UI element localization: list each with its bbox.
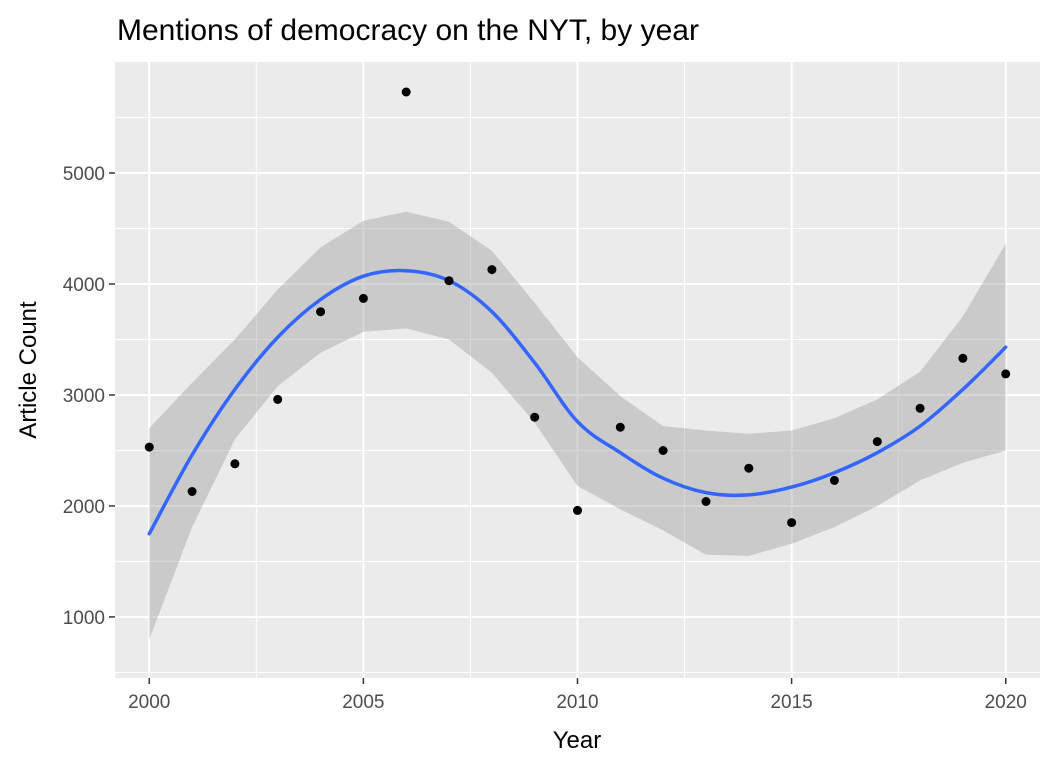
- data-point: [1001, 369, 1011, 379]
- data-point: [230, 459, 240, 469]
- data-point: [273, 394, 283, 404]
- x-axis-title: Year: [553, 727, 602, 754]
- x-axis: 2000 2005 2010 2015 2020: [128, 678, 1027, 713]
- data-point: [530, 412, 540, 422]
- data-point: [487, 265, 497, 275]
- smooth-line-layer: [147, 268, 1008, 536]
- x-tick-label: 2010: [556, 692, 598, 713]
- y-tick-label: 4000: [63, 275, 105, 296]
- data-point: [744, 463, 754, 473]
- y-axis: 1000 2000 3000 4000 5000: [63, 164, 115, 629]
- data-point: [615, 422, 625, 432]
- smooth-line: [147, 268, 1008, 536]
- data-point: [658, 446, 668, 455]
- data-point: [358, 293, 368, 303]
- x-tick-label: 2020: [985, 692, 1027, 713]
- y-tick-label: 3000: [63, 386, 105, 407]
- confidence-band-layer: [149, 211, 1006, 640]
- data-point: [701, 497, 711, 506]
- x-tick-label: 2005: [342, 692, 384, 713]
- data-point: [144, 442, 154, 452]
- data-point: [829, 475, 839, 485]
- data-point: [187, 487, 197, 496]
- data-point: [872, 437, 882, 447]
- data-point: [444, 276, 454, 286]
- y-tick-label: 1000: [63, 608, 105, 629]
- data-points-layer: [144, 87, 1011, 528]
- data-point: [915, 403, 925, 413]
- chart-title: Mentions of democracy on the NYT, by yea…: [117, 14, 699, 47]
- data-point: [401, 87, 411, 97]
- data-point: [573, 505, 582, 515]
- data-point: [958, 353, 968, 363]
- confidence-band: [149, 211, 1006, 640]
- y-axis-title: Article Count: [15, 301, 42, 439]
- data-point: [787, 518, 797, 528]
- x-tick-label: 2000: [128, 692, 170, 713]
- y-tick-label: 5000: [63, 164, 105, 185]
- data-point: [316, 307, 326, 317]
- y-tick-label: 2000: [63, 497, 105, 518]
- x-tick-label: 2015: [770, 692, 812, 713]
